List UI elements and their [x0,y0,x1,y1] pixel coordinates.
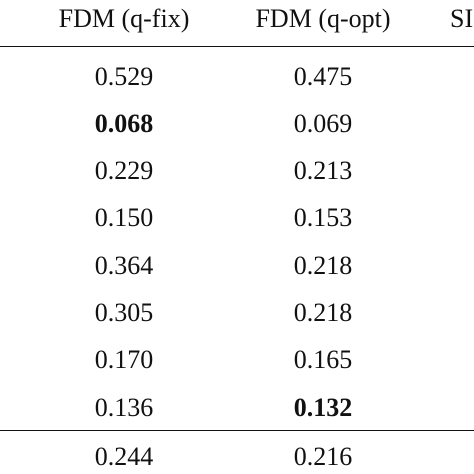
row-3-q-opt: 0.213 [293,156,353,185]
row-4-q-fix: 0.150 [94,203,154,232]
row-1-q-fix: 0.529 [94,62,154,91]
header-rule [0,46,474,47]
row-7-q-fix: 0.170 [94,345,154,374]
row-6-q-fix: 0.305 [94,298,154,327]
row-1-q-opt: 0.475 [293,62,353,91]
summary-q-fix: 0.244 [94,442,154,471]
row-2-q-fix-best: 0.068 [94,109,154,138]
row-8-q-fix: 0.136 [94,393,154,422]
row-7-q-opt: 0.165 [293,345,353,374]
row-4-q-opt: 0.153 [293,203,353,232]
row-5-q-opt: 0.218 [293,251,353,280]
summary-q-opt: 0.216 [293,442,353,471]
header-fdm-q-fix: FDM (q-fix) [58,4,190,33]
summary-rule [0,430,474,431]
row-3-q-fix: 0.229 [94,156,154,185]
row-5-q-fix: 0.364 [94,251,154,280]
header-si-partial: SI [450,4,474,33]
row-6-q-opt: 0.218 [293,298,353,327]
header-fdm-q-opt: FDM (q-opt) [255,4,391,33]
row-2-q-opt: 0.069 [293,109,353,138]
row-8-q-opt-best: 0.132 [293,393,353,422]
